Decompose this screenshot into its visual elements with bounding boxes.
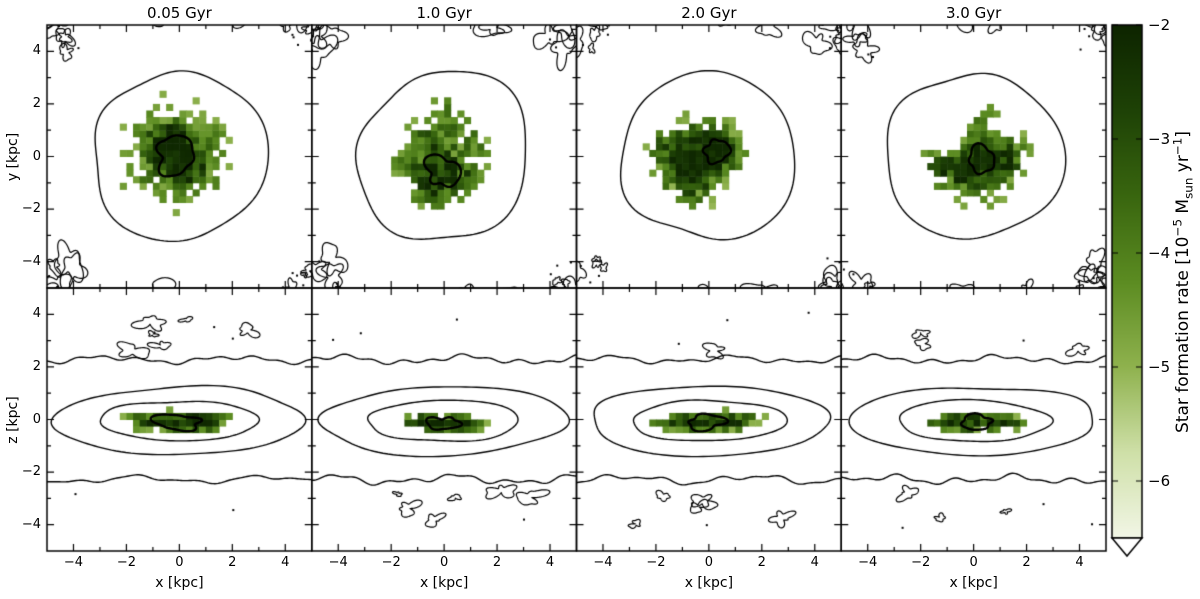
sfr-map-figure: 0.05 Gyr 1.0 Gyr 2.0 Gyr 3.0 Gyr −4 −2 0 2 4 −4 −2… bbox=[0, 0, 1200, 599]
figure-canvas bbox=[0, 0, 1200, 599]
